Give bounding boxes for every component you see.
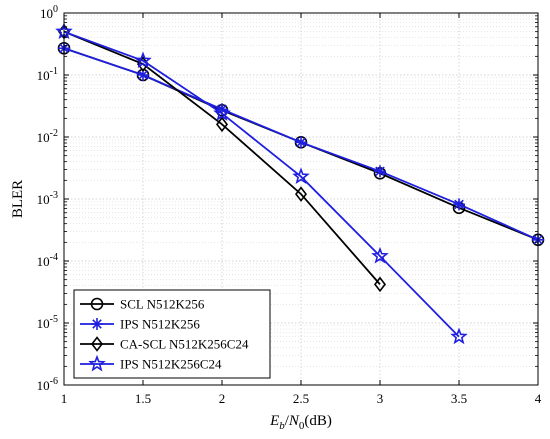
series-line — [63, 30, 381, 285]
x-tick-label: 3.5 — [451, 391, 467, 406]
data-point — [294, 186, 308, 202]
y-tick-label: 10-5 — [37, 314, 58, 331]
data-point — [213, 104, 231, 121]
data-point — [134, 51, 152, 69]
y-tick-label: 10-2 — [37, 128, 58, 145]
data-point — [374, 165, 386, 178]
series-layer — [55, 22, 545, 345]
data-point — [215, 116, 229, 133]
legend-entry: IPS N512K256C24 — [120, 357, 222, 372]
data-point — [373, 276, 387, 293]
x-tick-label: 2.5 — [293, 391, 309, 406]
data-point — [292, 167, 310, 185]
legend-marker — [90, 297, 104, 311]
legend-marker — [90, 336, 104, 352]
legend-entry: IPS N512K256 — [120, 317, 200, 332]
series-line — [63, 30, 460, 338]
data-point — [453, 198, 465, 211]
y-tick-label: 10-6 — [37, 376, 58, 393]
x-axis-label: Eb/N0(dB) — [269, 413, 332, 432]
y-tick-label: 100 — [40, 4, 58, 21]
x-tick-label: 3 — [377, 391, 384, 406]
y-axis-label: BLER — [10, 180, 26, 218]
data-point — [371, 246, 389, 264]
y-tick-label: 10-4 — [37, 252, 58, 269]
legend-entry: SCL N512K256 — [120, 297, 205, 312]
legend-entry: CA-SCL N512K256C24 — [120, 337, 249, 352]
y-tick-label: 10-1 — [37, 66, 58, 83]
legend-marker — [88, 354, 106, 372]
x-tick-label: 2 — [219, 391, 226, 406]
y-tick-label: 10-3 — [37, 190, 58, 207]
legend: SCL N512K256 IPS N512K256 CA-SCL N512K256C… — [73, 289, 271, 379]
axis-ticks: 1 1.5 2 2.5 3 3.5 4 100 10-1 10-2 10-3 10-4 10-5 10-6 — [37, 4, 542, 406]
data-point — [295, 136, 307, 149]
data-point — [137, 69, 149, 81]
data-point — [450, 327, 468, 345]
legend-marker — [91, 318, 103, 330]
x-tick-label: 1 — [61, 391, 68, 406]
x-tick-label: 4 — [535, 391, 542, 406]
x-tick-label: 1.5 — [135, 391, 151, 406]
data-point — [216, 103, 228, 116]
